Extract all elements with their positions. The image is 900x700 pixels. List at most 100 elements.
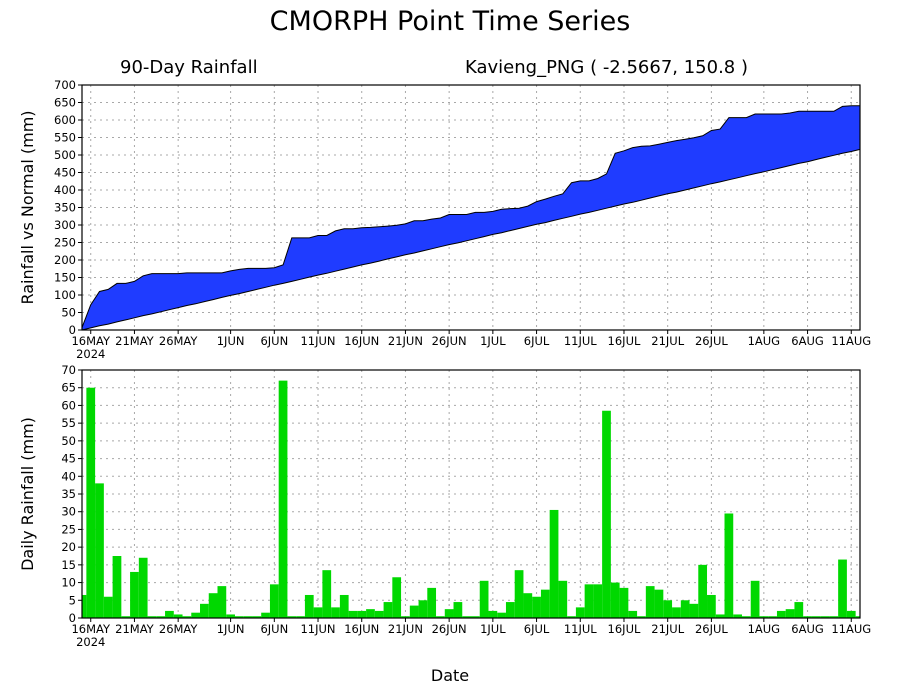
panel2-x-tick-label: 6JUL [524,622,550,636]
daily-rainfall-bar [672,607,681,618]
daily-rainfall-bar [855,616,860,618]
panel2-y-tick-label: 5 [69,593,76,607]
daily-rainfall-bar [768,616,777,618]
daily-rainfall-bar [138,557,148,618]
panel1-y-tick-label: 700 [54,78,76,92]
panel2-x-tick-label: 1JUN [217,622,245,636]
daily-rainfall-bar [715,614,725,618]
panel1-x-tick-label: 26MAY [159,334,199,348]
panel1-x-tick-label: 6JUN [260,334,288,348]
daily-rainfall-bar [82,594,87,618]
daily-rainfall-bar [322,570,332,618]
panel2-x-tick-label: 6AUG [791,622,824,636]
daily-rainfall-bar [182,616,192,618]
daily-rainfall-bar [462,616,471,618]
daily-rainfall-bar [523,593,533,618]
panel1-y-axis-title: Rainfall vs Normal (mm) [18,110,37,304]
panel2-x-tick-label: 26JUL [695,622,728,636]
daily-rainfall-bar [287,616,297,618]
panel1-x-tick-label: 11AUG [831,334,871,348]
daily-rainfall-bar [663,600,673,618]
daily-rainfall-bar [165,610,174,618]
panel1-y-tick-label: 200 [54,253,76,267]
daily-rainfall-bar [103,596,113,618]
daily-rainfall-bar [86,387,96,618]
daily-rainfall-bar [820,616,830,618]
panel1-y-tick-label: 650 [54,96,76,110]
daily-rainfall-bar [811,616,821,618]
panel1-x-tick-year: 2024 [76,347,105,361]
panel2-y-tick-label: 40 [61,469,76,483]
x-axis-title: Date [431,666,469,685]
daily-rainfall-bar [339,594,349,618]
daily-rainfall-bar [610,582,620,618]
daily-rainfall-bar [226,614,235,618]
daily-rainfall-bar [409,605,419,618]
chart-title: CMORPH Point Time Series [270,6,631,37]
daily-rainfall-bar [794,602,804,618]
panel1-y-tick-label: 400 [54,183,76,197]
panel1-y-tick-label: 450 [54,166,76,180]
daily-rainfall-bar [724,513,734,618]
panel2-x-tick-label: 1AUG [748,622,781,636]
panel2-x-tick-label: 26MAY [159,622,199,636]
daily-rainfall-bar [392,577,402,618]
daily-rainfall-bar [217,586,227,618]
panel2-y-tick-label: 15 [61,558,76,572]
daily-rainfall-bar [95,483,104,618]
daily-rainfall-bar [200,603,209,618]
panel2-x-tick-label: 11JUN [300,622,335,636]
panel2-y-tick-label: 30 [61,505,76,519]
daily-rainfall-bar [401,616,410,618]
panel1-x-tick-label: 26JUN [432,334,467,348]
daily-rainfall-bar [575,607,585,618]
daily-rainfall-bar [147,616,157,618]
panel1-x-tick-label: 16MAY [71,334,111,348]
panel1-x-tick-label: 21MAY [115,334,155,348]
daily-rainfall-bar [698,564,708,618]
daily-rainfall-bar [453,602,463,618]
daily-rainfall-bar [348,610,358,618]
daily-rainfall-bar [846,610,856,618]
daily-rainfall-bar [112,556,122,618]
panel1-x-tick-label: 21JUL [651,334,684,348]
panel1-x-tick-label: 6AUG [791,334,824,348]
panel1-y-tick-label: 50 [61,306,76,320]
panel1-y-tick-label: 0 [69,323,76,337]
rainfall-surplus-area [82,105,860,330]
daily-rainfall-bar [366,609,375,618]
daily-rainfall-bar [540,589,550,618]
daily-rainfall-bar [296,616,305,618]
panel2-y-tick-label: 35 [61,487,76,501]
daily-rainfall-bar [252,616,262,618]
daily-rainfall-bar [707,594,716,618]
panel2-y-tick-label: 65 [61,381,76,395]
panel2-y-tick-label: 20 [61,540,76,554]
daily-rainfall-bar [741,616,751,618]
panel2-y-tick-label: 60 [61,398,76,412]
panel1-x-tick-label: 26JUL [695,334,728,348]
panel2-x-tick-label: 16MAY [71,622,111,636]
daily-rainfall-bar [261,612,270,618]
cumulative-rainfall-panel: 0 50 100 150 200 250 300 350 400 450 500 550 600 650 7… [18,78,871,361]
daily-rainfall-bar [313,607,323,618]
daily-rainfall-bar [269,584,279,618]
daily-rainfall-bar [785,609,795,618]
panel2-y-tick-label: 0 [69,611,76,625]
daily-rainfall-bar [680,600,690,618]
daily-rainfall-bar [208,593,218,618]
daily-rainfall-bar [418,600,428,618]
daily-rainfall-bar [549,509,559,618]
daily-rainfall-bar [637,616,646,618]
daily-rainfall-bar [278,380,288,618]
panel1-y-tick-label: 600 [54,113,76,127]
panel2-x-tick-label: 11AUG [831,622,871,636]
daily-rainfall-bar [567,616,576,618]
panel1-y-tick-label: 250 [54,236,76,250]
daily-rainfall-bar [243,616,253,618]
daily-rainfall-bar [829,616,839,618]
daily-rainfall-bar [689,603,699,618]
panel2-y-tick-label: 70 [61,363,76,377]
panel2-x-tick-label: 21JUN [388,622,423,636]
